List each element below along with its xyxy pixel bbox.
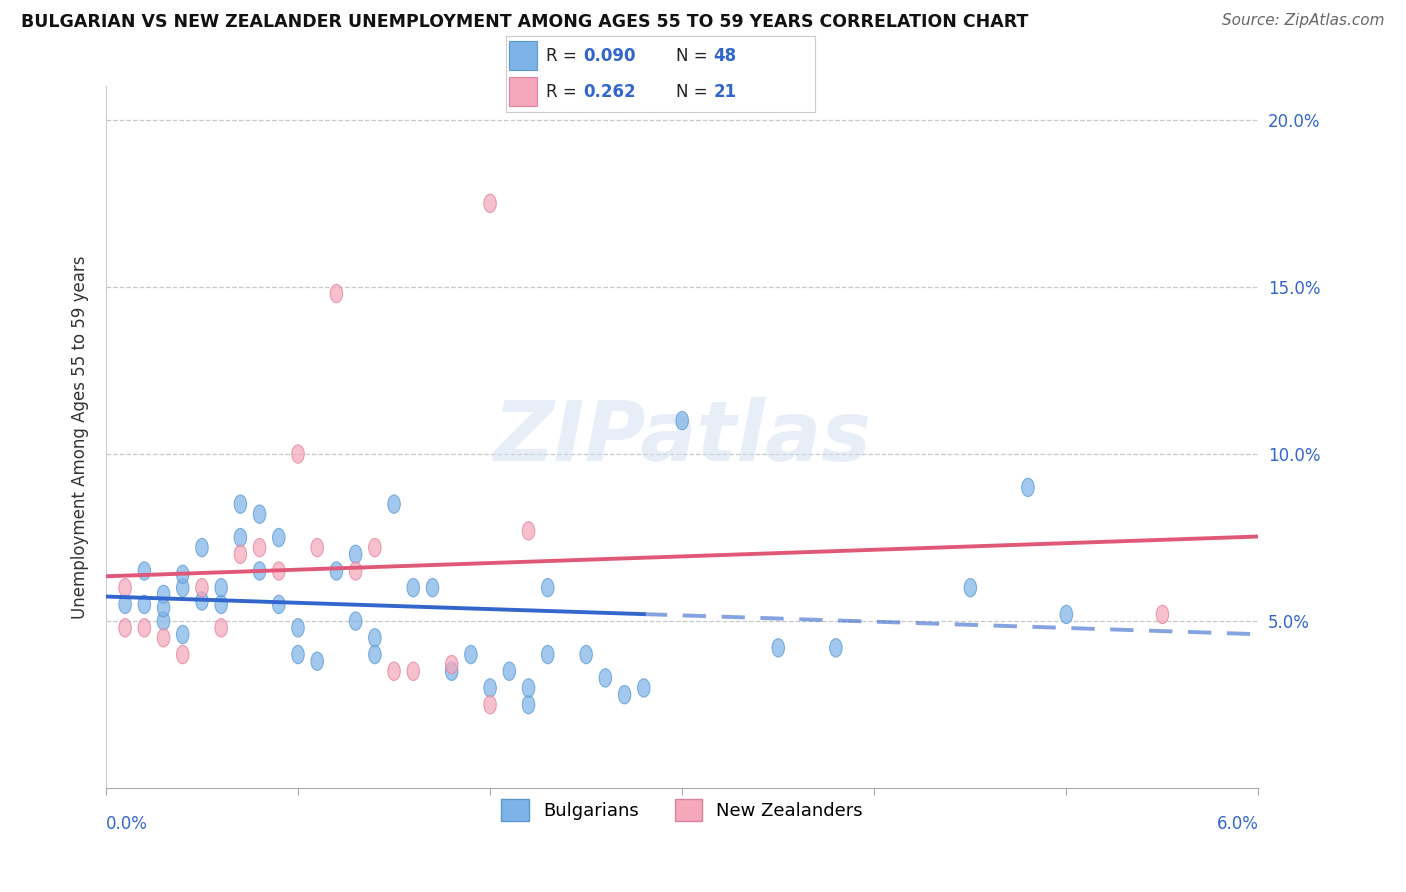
- Ellipse shape: [177, 566, 188, 583]
- Ellipse shape: [235, 545, 246, 564]
- Ellipse shape: [637, 679, 650, 698]
- Ellipse shape: [522, 679, 534, 698]
- Ellipse shape: [253, 539, 266, 557]
- Text: 0.090: 0.090: [583, 46, 636, 65]
- Ellipse shape: [311, 539, 323, 557]
- Text: 48: 48: [713, 46, 737, 65]
- Ellipse shape: [349, 612, 361, 631]
- Ellipse shape: [388, 495, 401, 513]
- Legend: Bulgarians, New Zealanders: Bulgarians, New Zealanders: [494, 792, 870, 829]
- Ellipse shape: [253, 562, 266, 580]
- Ellipse shape: [388, 662, 401, 681]
- Ellipse shape: [464, 645, 477, 664]
- Ellipse shape: [311, 652, 323, 671]
- Ellipse shape: [579, 645, 592, 664]
- Ellipse shape: [273, 562, 285, 580]
- FancyBboxPatch shape: [509, 41, 537, 70]
- Text: R =: R =: [547, 46, 576, 65]
- Text: R =: R =: [547, 83, 576, 101]
- Ellipse shape: [599, 669, 612, 687]
- Ellipse shape: [484, 194, 496, 212]
- Ellipse shape: [965, 579, 977, 597]
- Ellipse shape: [235, 495, 246, 513]
- Ellipse shape: [522, 696, 534, 714]
- Text: 0.0%: 0.0%: [105, 815, 148, 833]
- Ellipse shape: [426, 579, 439, 597]
- Ellipse shape: [484, 679, 496, 698]
- Text: BULGARIAN VS NEW ZEALANDER UNEMPLOYMENT AMONG AGES 55 TO 59 YEARS CORRELATION CH: BULGARIAN VS NEW ZEALANDER UNEMPLOYMENT …: [21, 13, 1028, 31]
- Ellipse shape: [138, 619, 150, 637]
- Ellipse shape: [292, 445, 304, 463]
- Text: 21: 21: [713, 83, 737, 101]
- Ellipse shape: [406, 662, 419, 681]
- FancyBboxPatch shape: [509, 78, 537, 106]
- Ellipse shape: [177, 579, 188, 597]
- Ellipse shape: [330, 285, 343, 302]
- Ellipse shape: [195, 592, 208, 610]
- Ellipse shape: [349, 545, 361, 564]
- Ellipse shape: [541, 645, 554, 664]
- Ellipse shape: [215, 579, 228, 597]
- Ellipse shape: [157, 612, 170, 631]
- Ellipse shape: [157, 585, 170, 604]
- Ellipse shape: [120, 619, 131, 637]
- Ellipse shape: [157, 629, 170, 647]
- Text: 0.262: 0.262: [583, 83, 636, 101]
- Ellipse shape: [215, 595, 228, 614]
- Ellipse shape: [195, 539, 208, 557]
- Text: N =: N =: [676, 83, 707, 101]
- Ellipse shape: [541, 579, 554, 597]
- Ellipse shape: [503, 662, 516, 681]
- Text: Source: ZipAtlas.com: Source: ZipAtlas.com: [1222, 13, 1385, 29]
- Ellipse shape: [215, 619, 228, 637]
- Text: ZIPatlas: ZIPatlas: [494, 397, 872, 478]
- Ellipse shape: [446, 656, 458, 673]
- Ellipse shape: [177, 645, 188, 664]
- Ellipse shape: [253, 505, 266, 524]
- Ellipse shape: [120, 579, 131, 597]
- Ellipse shape: [157, 599, 170, 617]
- Ellipse shape: [772, 639, 785, 657]
- Text: N =: N =: [676, 46, 707, 65]
- Ellipse shape: [368, 539, 381, 557]
- Ellipse shape: [330, 562, 343, 580]
- Ellipse shape: [273, 595, 285, 614]
- Ellipse shape: [619, 685, 631, 704]
- Ellipse shape: [368, 645, 381, 664]
- Ellipse shape: [195, 579, 208, 597]
- Ellipse shape: [273, 528, 285, 547]
- Ellipse shape: [484, 696, 496, 714]
- Y-axis label: Unemployment Among Ages 55 to 59 years: Unemployment Among Ages 55 to 59 years: [72, 255, 89, 619]
- Ellipse shape: [446, 662, 458, 681]
- Ellipse shape: [235, 528, 246, 547]
- Ellipse shape: [177, 625, 188, 644]
- Ellipse shape: [292, 619, 304, 637]
- Ellipse shape: [138, 595, 150, 614]
- Text: 6.0%: 6.0%: [1216, 815, 1258, 833]
- Ellipse shape: [676, 411, 689, 430]
- Ellipse shape: [406, 579, 419, 597]
- Ellipse shape: [830, 639, 842, 657]
- Ellipse shape: [522, 522, 534, 540]
- Ellipse shape: [292, 645, 304, 664]
- Ellipse shape: [349, 562, 361, 580]
- Ellipse shape: [368, 629, 381, 647]
- Ellipse shape: [1022, 478, 1035, 497]
- Ellipse shape: [1156, 606, 1168, 624]
- Ellipse shape: [1060, 606, 1073, 624]
- Ellipse shape: [120, 595, 131, 614]
- Ellipse shape: [138, 562, 150, 580]
